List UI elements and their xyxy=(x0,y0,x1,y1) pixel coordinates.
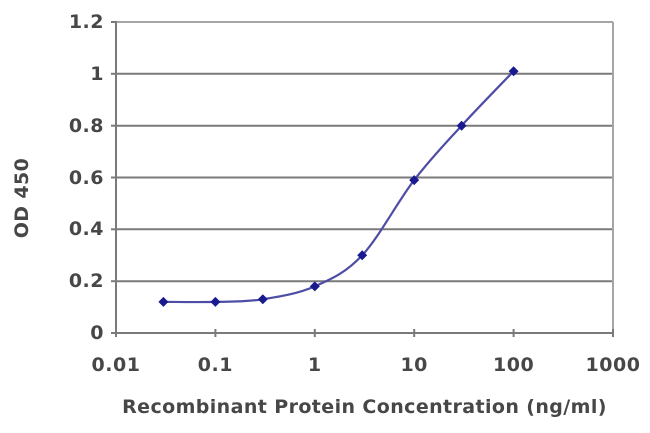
x-tick-label: 0.01 xyxy=(91,354,141,376)
y-tick-label: 0.6 xyxy=(68,166,104,189)
x-tick-label: 10 xyxy=(400,354,428,376)
series-line xyxy=(163,70,515,304)
data-point-marker xyxy=(257,294,268,305)
x-tick-label: 1000 xyxy=(585,354,641,376)
data-point-marker xyxy=(210,296,221,307)
data-point-marker xyxy=(357,250,368,261)
x-axis-title: Recombinant Protein Concentration (ng/ml… xyxy=(122,396,607,418)
x-tick-label: 0.1 xyxy=(197,354,233,376)
y-tick-label: 0.2 xyxy=(68,270,104,293)
data-point-marker xyxy=(158,296,169,307)
y-tick-label: 0 xyxy=(90,322,104,344)
data-point-marker xyxy=(508,66,519,77)
data-point-marker xyxy=(409,175,420,186)
y-tick-label: 1 xyxy=(90,62,104,85)
y-tick-label: 1.2 xyxy=(68,11,104,33)
x-tick-label: 100 xyxy=(493,354,535,376)
data-point-marker xyxy=(309,281,320,292)
y-axis-title: OD 450 xyxy=(11,157,33,239)
data-point-marker xyxy=(456,120,467,131)
x-tick-label: 1 xyxy=(307,354,322,376)
y-tick-label: 0.4 xyxy=(68,218,104,241)
y-tick-label: 0.8 xyxy=(68,114,104,137)
